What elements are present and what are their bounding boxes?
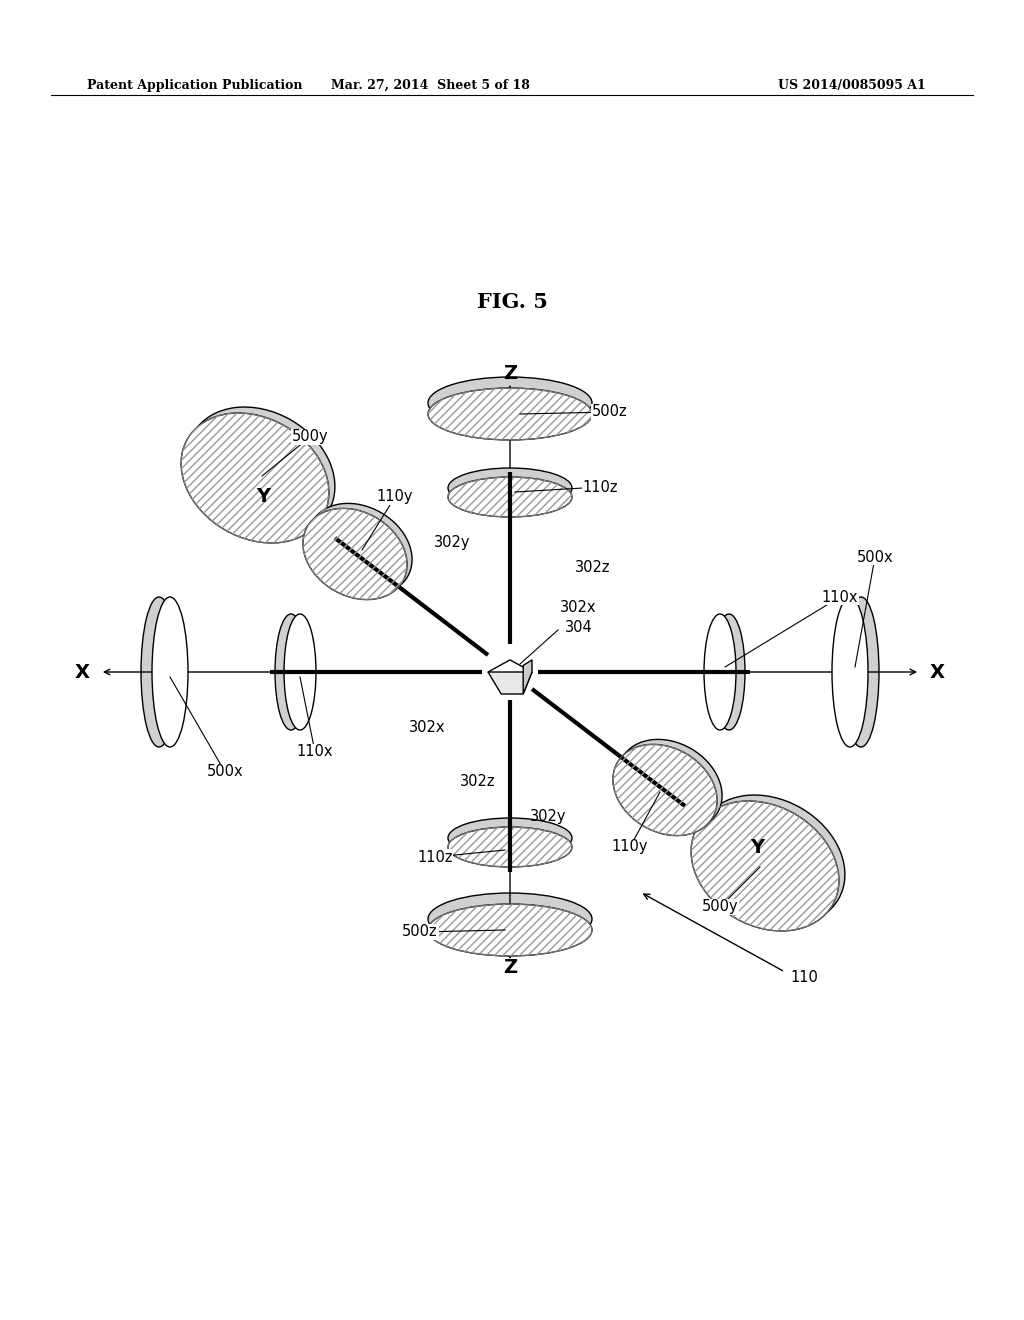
Ellipse shape	[303, 508, 408, 599]
Polygon shape	[523, 660, 532, 694]
Ellipse shape	[141, 597, 177, 747]
Text: 302y: 302y	[433, 535, 470, 549]
Text: 302z: 302z	[460, 775, 495, 789]
Text: X: X	[930, 663, 945, 681]
Text: FIG. 5: FIG. 5	[476, 292, 548, 312]
Ellipse shape	[617, 739, 722, 830]
Ellipse shape	[713, 614, 745, 730]
Text: 110y: 110y	[377, 490, 414, 504]
Text: Y: Y	[750, 838, 764, 857]
Text: 110: 110	[790, 969, 818, 985]
Ellipse shape	[705, 614, 736, 730]
Text: X: X	[75, 663, 90, 681]
Ellipse shape	[308, 503, 412, 594]
Ellipse shape	[428, 378, 592, 429]
Text: 110x: 110x	[297, 744, 333, 759]
Ellipse shape	[691, 801, 839, 931]
Text: 500z: 500z	[592, 404, 628, 420]
Text: 110z: 110z	[583, 479, 617, 495]
Text: Z: Z	[503, 958, 517, 977]
Ellipse shape	[613, 744, 717, 836]
Ellipse shape	[428, 904, 592, 956]
Text: 110z: 110z	[417, 850, 453, 865]
Ellipse shape	[275, 614, 307, 730]
Text: 302x: 302x	[409, 719, 445, 734]
Text: US 2014/0085095 A1: US 2014/0085095 A1	[778, 79, 926, 92]
Text: Patent Application Publication: Patent Application Publication	[87, 79, 302, 92]
Text: Z: Z	[503, 364, 517, 383]
Ellipse shape	[187, 407, 335, 537]
Ellipse shape	[449, 818, 572, 858]
Text: 302x: 302x	[560, 599, 597, 615]
Ellipse shape	[449, 477, 572, 517]
Text: 110x: 110x	[821, 590, 858, 605]
Ellipse shape	[428, 388, 592, 440]
Text: 500y: 500y	[701, 899, 738, 915]
Text: 500x: 500x	[857, 549, 893, 565]
Polygon shape	[488, 660, 532, 684]
Text: 110y: 110y	[611, 840, 648, 854]
Ellipse shape	[831, 597, 868, 747]
Ellipse shape	[152, 597, 188, 747]
Ellipse shape	[428, 894, 592, 945]
Text: Mar. 27, 2014  Sheet 5 of 18: Mar. 27, 2014 Sheet 5 of 18	[331, 79, 529, 92]
Ellipse shape	[449, 469, 572, 508]
Text: 500x: 500x	[207, 764, 244, 780]
Text: Y: Y	[256, 487, 270, 506]
Ellipse shape	[181, 413, 329, 543]
Ellipse shape	[843, 597, 879, 747]
Text: 302y: 302y	[530, 809, 566, 825]
Ellipse shape	[449, 828, 572, 867]
Polygon shape	[488, 672, 532, 694]
Text: 302z: 302z	[575, 560, 610, 574]
Text: 500y: 500y	[292, 429, 329, 445]
Ellipse shape	[284, 614, 316, 730]
Text: 304: 304	[565, 619, 593, 635]
Ellipse shape	[697, 795, 845, 925]
Text: 500z: 500z	[402, 924, 438, 940]
